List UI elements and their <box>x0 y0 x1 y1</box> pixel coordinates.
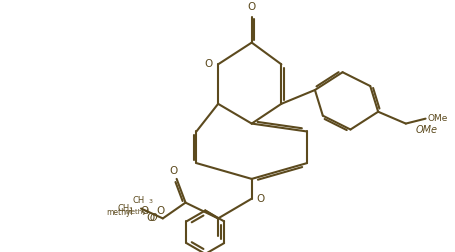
Text: methyl: methyl <box>124 209 148 215</box>
Text: CH: CH <box>133 196 145 205</box>
Text: O: O <box>149 213 157 224</box>
Text: O: O <box>147 213 155 224</box>
Text: O: O <box>157 206 165 216</box>
Text: O: O <box>140 206 148 215</box>
Text: O: O <box>203 59 212 69</box>
Text: methyl: methyl <box>106 208 132 217</box>
Text: 3: 3 <box>149 199 152 204</box>
Text: O: O <box>169 166 177 176</box>
Text: O: O <box>247 2 255 12</box>
Text: CH₃: CH₃ <box>117 204 133 213</box>
Text: O: O <box>256 194 264 204</box>
Text: OMe: OMe <box>427 114 447 123</box>
Text: OMe: OMe <box>415 124 437 135</box>
